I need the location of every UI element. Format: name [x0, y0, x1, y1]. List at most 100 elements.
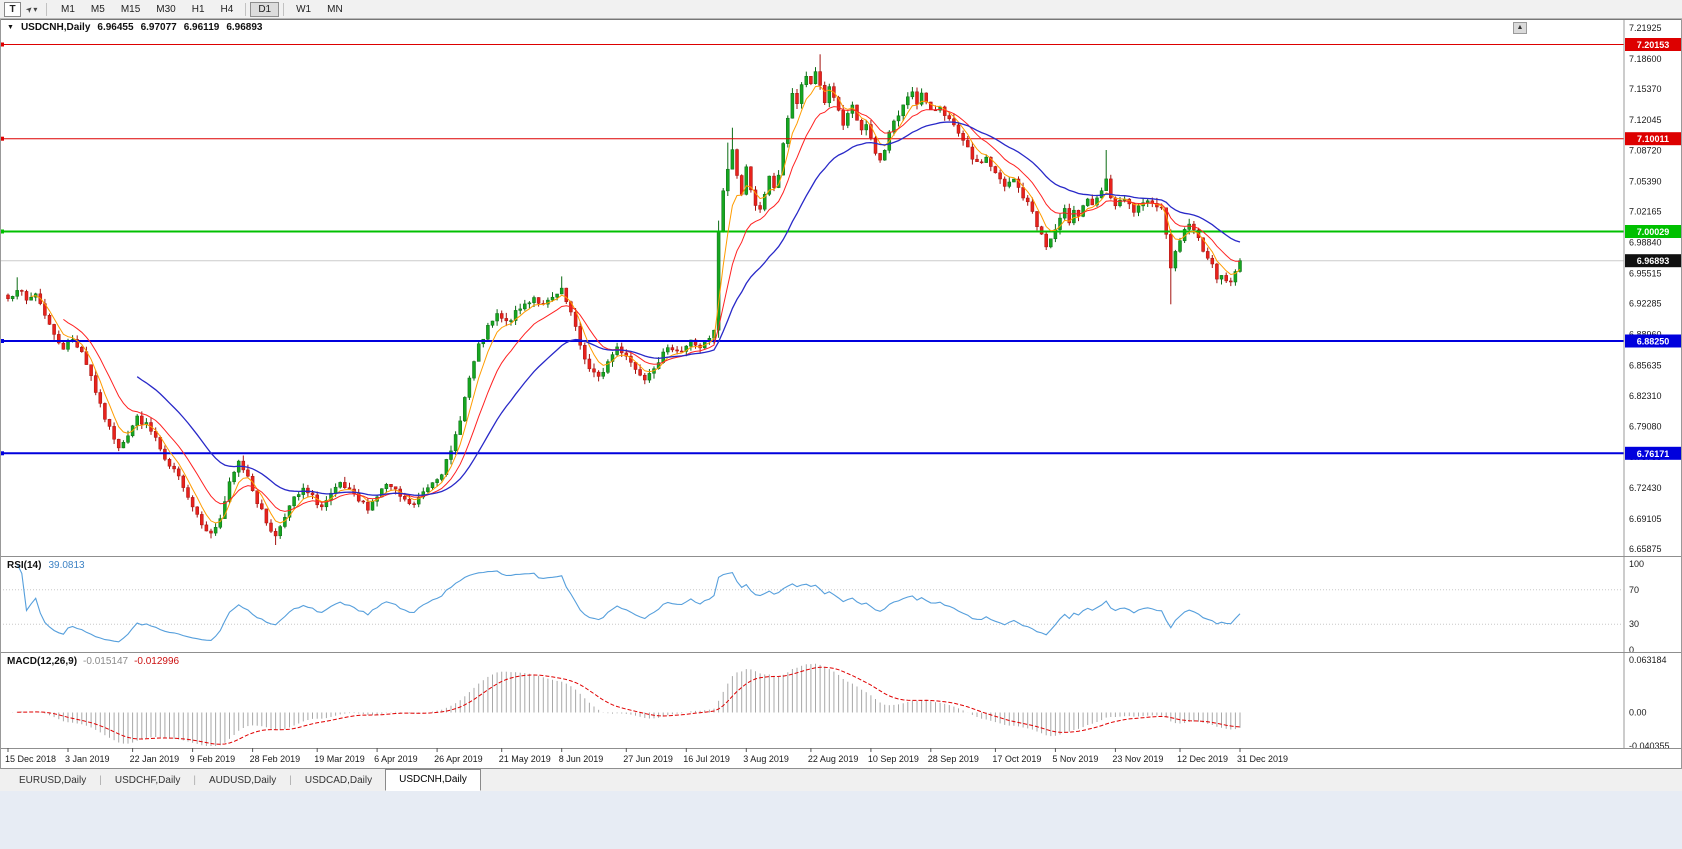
price-tag — [1625, 334, 1681, 348]
date-axis-label: 22 Aug 2019 — [808, 754, 859, 764]
timeframe-button-M30[interactable]: M30 — [148, 2, 183, 17]
price-axis-label: 6.95515 — [1629, 269, 1662, 279]
price-axis-label: 7.02165 — [1629, 207, 1662, 217]
price-axis-label: 6.88960 — [1629, 329, 1662, 339]
scroll-up-button[interactable]: ▲ — [1513, 22, 1527, 34]
rsi-name: RSI(14) — [7, 560, 42, 571]
price-axis-label: 7.05390 — [1629, 177, 1662, 187]
svg-text:7.00029: 7.00029 — [1637, 227, 1670, 237]
macd-signal-value: -0.012996 — [134, 656, 180, 667]
price-axis-label: 6.98840 — [1629, 238, 1662, 248]
price-axis-label: 6.82310 — [1629, 391, 1662, 401]
macd-name: MACD(12,26,9) — [7, 656, 78, 667]
text-tool-icon: T — [9, 3, 16, 15]
date-axis-label: 28 Sep 2019 — [928, 754, 979, 764]
macd-axis-label: 0.00 — [1629, 708, 1647, 718]
rsi-axis-label: 100 — [1629, 559, 1644, 569]
date-axis-label: 3 Jan 2019 — [65, 754, 110, 764]
timeframe-button-M5[interactable]: M5 — [83, 2, 113, 17]
top-toolbar: T ➤ ▾ M1 M5 M15 M30 H1 H4 D1 W1 MN — [0, 0, 1682, 19]
date-axis-label: 21 May 2019 — [499, 754, 551, 764]
chart-window: 7.21925 7.18600 7.15370 7.12045 7.08720 7.053… — [0, 19, 1682, 769]
ohlc-low-value: 6.96119 — [183, 22, 220, 33]
symbol-dropdown-icon[interactable]: ▼ — [7, 24, 14, 31]
macd-axis-label: -0.040355 — [1629, 741, 1670, 751]
date-axis-label: 3 Aug 2019 — [743, 754, 789, 764]
chart-tab-bar: EURUSD,Daily | USDCHF,Daily | AUDUSD,Daily | U… — [0, 768, 1682, 791]
svg-text:6.88250: 6.88250 — [1637, 337, 1670, 347]
timeframe-button-M1[interactable]: M1 — [53, 2, 83, 17]
ma-line-slow-blue — [136, 121, 1241, 496]
ma-line-medium-red — [63, 106, 1241, 512]
macd-indicator-label: MACD(12,26,9) -0.015147 -0.012996 — [7, 656, 179, 667]
candles[interactable] — [6, 54, 1242, 545]
date-axis-label: 17 Oct 2019 — [992, 754, 1041, 764]
svg-text:6.76171: 6.76171 — [1637, 449, 1670, 459]
timeframe-button-MN[interactable]: MN — [319, 2, 351, 17]
svg-text:6.96893: 6.96893 — [1637, 256, 1670, 266]
chart-tab-eurusd[interactable]: EURUSD,Daily — [19, 774, 87, 786]
timeframe-button-H1[interactable]: H1 — [184, 2, 213, 17]
rsi-axis-label: 0 — [1629, 645, 1634, 655]
svg-text:7.20153: 7.20153 — [1637, 40, 1670, 50]
price-tag — [1625, 132, 1681, 146]
toolbar-separator — [46, 2, 47, 16]
date-axis-label: 31 Dec 2019 — [1237, 754, 1288, 764]
rsi-value: 39.0813 — [48, 560, 85, 571]
date-axis-label: 28 Feb 2019 — [250, 754, 301, 764]
toolbar-separator — [283, 2, 285, 16]
timeframe-button-W1[interactable]: W1 — [288, 2, 319, 17]
macd-axis-label: 0.063184 — [1629, 655, 1667, 665]
rsi-panel[interactable]: 100 70 30 0 — [0, 559, 1644, 655]
rsi-line — [16, 563, 1241, 643]
tab-separator: | — [289, 774, 292, 786]
date-axis-label: 9 Feb 2019 — [190, 754, 236, 764]
toolbar-separator — [245, 2, 247, 16]
timeframe-button-M15[interactable]: M15 — [113, 2, 148, 17]
svg-text:7.10011: 7.10011 — [1637, 134, 1669, 144]
timeframe-button-H4[interactable]: H4 — [213, 2, 242, 17]
price-tag — [1625, 225, 1681, 238]
price-axis-label: 7.18600 — [1629, 54, 1662, 64]
price-tag — [1625, 254, 1681, 268]
text-tool-button[interactable]: T — [4, 1, 21, 17]
date-axis-label: 15 Dec 2018 — [5, 754, 56, 764]
price-tags[interactable]: 7.20153 7.10011 7.00029 6.88250 6.76171 6.968… — [1625, 38, 1681, 460]
panel-separators — [0, 19, 1682, 769]
horizontal-lines[interactable] — [0, 42, 1624, 456]
price-axis-label: 7.15370 — [1629, 84, 1662, 94]
date-axis-label: 10 Sep 2019 — [868, 754, 919, 764]
moving-averages — [31, 85, 1241, 524]
date-axis-label: 19 Mar 2019 — [314, 754, 365, 764]
rsi-axis-label: 70 — [1629, 585, 1639, 595]
date-axis-label: 26 Apr 2019 — [434, 754, 483, 764]
price-chart-canvas[interactable]: 7.21925 7.18600 7.15370 7.12045 7.08720 7.053… — [0, 19, 1682, 769]
price-axis-label: 6.69105 — [1629, 514, 1662, 524]
date-axis-label: 8 Jun 2019 — [559, 754, 604, 764]
date-axis-label: 5 Nov 2019 — [1052, 754, 1098, 764]
chart-tab-audusd[interactable]: AUDUSD,Daily — [209, 774, 277, 786]
timeframe-buttons: M1 M5 M15 M30 H1 H4 D1 W1 MN — [53, 1, 351, 17]
timeframe-button-D1[interactable]: D1 — [250, 1, 280, 17]
date-axis[interactable]: 15 Dec 2018 3 Jan 2019 22 Jan 2019 9 Feb 20… — [5, 748, 1288, 764]
date-axis-label: 16 Jul 2019 — [683, 754, 730, 764]
chart-tab-usdcad[interactable]: USDCAD,Daily — [304, 774, 373, 786]
chart-title: ▼ USDCNH,Daily 6.96455 6.97077 6.96119 6… — [7, 22, 262, 33]
ohlc-high-value: 6.97077 — [140, 22, 177, 33]
tab-separator: | — [193, 774, 197, 786]
rsi-axis-label: 30 — [1629, 619, 1639, 629]
tab-separator: | — [99, 774, 102, 786]
price-axis-label: 7.08720 — [1629, 146, 1662, 156]
macd-panel[interactable]: 0.063184 0.00 -0.040355 — [12, 655, 1670, 751]
ma-line-fast-orange — [31, 85, 1241, 524]
macd-signal-line — [17, 666, 1241, 745]
date-axis-label: 23 Nov 2019 — [1112, 754, 1163, 764]
chart-tab-usdchf[interactable]: USDCHF,Daily — [114, 774, 181, 786]
dropdown-caret-icon: ▾ — [33, 4, 38, 14]
date-axis-label: 12 Dec 2019 — [1177, 754, 1228, 764]
price-axis-label: 6.92285 — [1629, 299, 1662, 309]
cursor-tool-button[interactable]: ➤ ▾ — [23, 2, 40, 17]
price-axis-label: 7.21925 — [1629, 23, 1662, 33]
chart-tab-usdcnh[interactable]: USDCNH,Daily — [385, 768, 481, 791]
price-axis[interactable]: 7.21925 7.18600 7.15370 7.12045 7.08720 7.053… — [1623, 19, 1662, 748]
